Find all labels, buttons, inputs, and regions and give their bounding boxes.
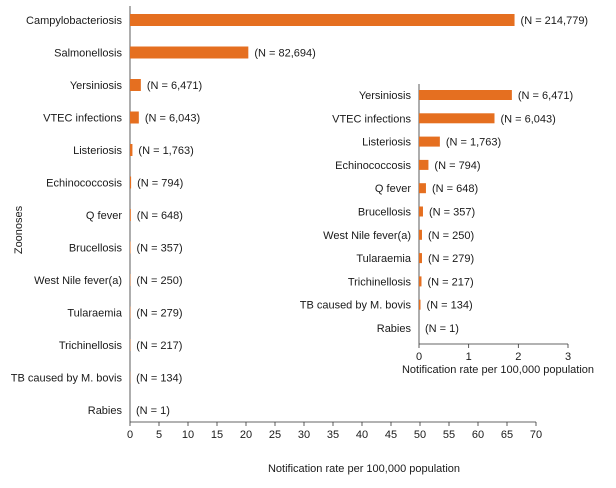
0-bar: [130, 144, 133, 156]
0-category-label: Campylobacteriosis: [26, 15, 122, 27]
1-category-label: Yersiniosis: [359, 90, 412, 102]
0-bar: [130, 46, 249, 59]
1-category-label: West Nile fever(a): [323, 230, 411, 242]
0-data-label: (N = 6,043): [145, 113, 200, 125]
0-category-label: Yersiniosis: [70, 80, 123, 92]
0-category-label: VTEC infections: [43, 113, 122, 125]
0-bar: [130, 79, 141, 91]
1-data-label: (N = 6,471): [518, 90, 573, 102]
1-category-label: Trichinellosis: [348, 276, 412, 288]
1-category-label: Tularaemia: [356, 253, 411, 265]
0-category-label: Q fever: [86, 210, 122, 222]
0-y-axis-title: Zoonoses: [13, 205, 25, 254]
1-bar: [419, 159, 429, 170]
1-bar: [419, 253, 422, 264]
0-data-label: (N = 1,763): [138, 145, 193, 157]
0-category-label: Echinococcosis: [46, 178, 122, 190]
1-category-label: Brucellosis: [358, 207, 412, 219]
0-x-tick-label: 15: [211, 429, 223, 441]
0-data-label: (N = 82,694): [254, 48, 315, 60]
0-data-label: (N = 648): [137, 210, 183, 222]
1-data-label: (N = 1): [425, 323, 459, 335]
0-data-label: (N = 250): [136, 275, 182, 287]
0-x-tick-label: 5: [156, 429, 162, 441]
0-x-tick-label: 20: [240, 429, 252, 441]
0-category-label: Listeriosis: [73, 145, 122, 157]
1-bar: [419, 206, 423, 217]
1-bar: [419, 276, 422, 287]
0-bar: [130, 176, 132, 189]
1-x-tick-label: 1: [466, 351, 472, 363]
1-data-label: (N = 794): [434, 160, 480, 172]
0-data-label: (N = 1): [136, 405, 170, 417]
1-data-label: (N = 357): [429, 207, 475, 219]
1-x-axis-title: Notification rate per 100,000 population: [402, 364, 594, 376]
0-bar: [130, 111, 139, 124]
0-x-tick-label: 50: [414, 429, 426, 441]
1-data-label: (N = 217): [427, 276, 473, 288]
0-category-label: West Nile fever(a): [34, 275, 122, 287]
0-data-label: (N = 217): [136, 340, 182, 352]
1-bar: [419, 229, 422, 240]
main-chart-panel: 0 5 10 15 20 25 30 35 40 45 50 55 60 65 70Campylobacte…: [11, 6, 588, 475]
0-category-label: Salmonellosis: [54, 48, 122, 60]
0-data-label: (N = 214,779): [521, 15, 589, 27]
0-x-tick-label: 45: [385, 429, 397, 441]
1-bar: [419, 90, 512, 100]
1-category-label: TB caused by M. bovis: [300, 300, 412, 312]
1-x-tick-label: 0: [416, 351, 422, 363]
1-category-label: Rabies: [377, 323, 412, 335]
0-x-tick-label: 65: [501, 429, 513, 441]
1-bar: [419, 113, 495, 124]
0-bar: [130, 14, 515, 26]
0-category-label: Rabies: [88, 405, 123, 417]
0-x-tick-label: 70: [530, 429, 542, 441]
0-x-tick-label: 25: [269, 429, 281, 441]
0-x-tick-label: 60: [472, 429, 484, 441]
0-category-label: Brucellosis: [69, 243, 123, 255]
0-category-label: TB caused by M. bovis: [11, 373, 123, 385]
0-data-label: (N = 279): [136, 308, 182, 320]
1-data-label: (N = 134): [426, 300, 472, 312]
0-data-label: (N = 794): [137, 178, 183, 190]
0-data-label: (N = 357): [136, 243, 182, 255]
0-bar: [130, 209, 131, 221]
0-x-tick-label: 10: [182, 429, 194, 441]
0-category-label: Tularaemia: [67, 308, 122, 320]
1-data-label: (N = 279): [428, 253, 474, 265]
1-category-label: Listeriosis: [362, 137, 411, 149]
1-category-label: Echinococcosis: [335, 160, 411, 172]
0-x-tick-label: 55: [443, 429, 455, 441]
1-x-tick-label: 2: [515, 351, 521, 363]
1-category-label: Q fever: [375, 183, 411, 195]
0-category-label: Trichinellosis: [59, 340, 123, 352]
0-data-label: (N = 134): [136, 373, 182, 385]
1-data-label: (N = 1,763): [446, 137, 501, 149]
1-data-label: (N = 250): [428, 230, 474, 242]
1-x-tick-label: 3: [565, 351, 571, 363]
0-x-tick-label: 30: [298, 429, 310, 441]
0-data-label: (N = 6,471): [147, 80, 202, 92]
1-category-label: VTEC infections: [332, 113, 411, 125]
1-data-label: (N = 6,043): [500, 113, 555, 125]
0-x-tick-label: 40: [356, 429, 368, 441]
0-x-tick-label: 35: [327, 429, 339, 441]
1-data-label: (N = 648): [432, 183, 478, 195]
1-bar: [419, 183, 426, 194]
1-bar: [419, 299, 421, 310]
0-x-axis-title: Notification rate per 100,000 population: [268, 463, 460, 475]
1-bar: [419, 136, 440, 147]
0-x-tick-label: 0: [127, 429, 133, 441]
inset-chart-panel: 0 1 2 3 Yersiniosis (N = 6,471) VTEC infection…: [300, 84, 594, 376]
